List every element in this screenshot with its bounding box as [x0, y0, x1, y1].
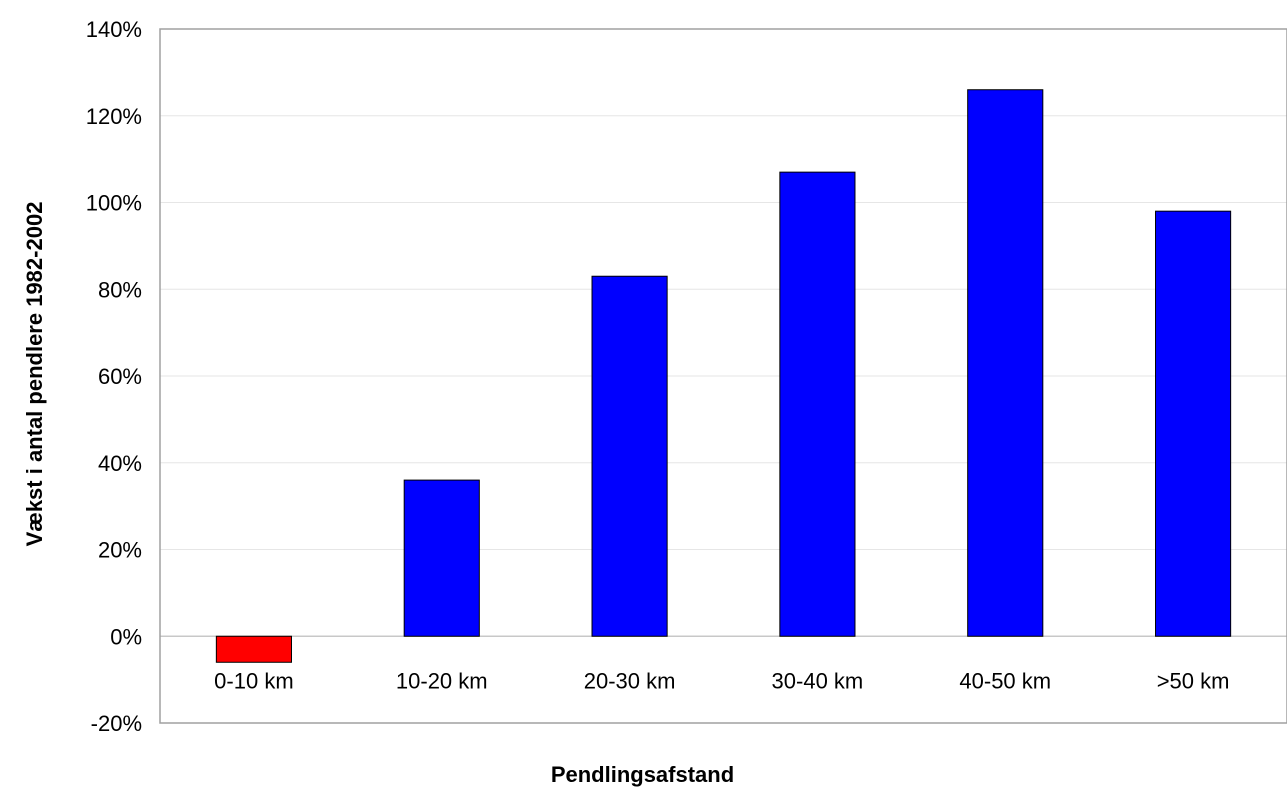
- y-tick-label: 40%: [98, 451, 142, 476]
- x-category-label: 40-50 km: [959, 668, 1051, 693]
- y-tick-label: 80%: [98, 277, 142, 302]
- bar: [215, 635, 292, 663]
- bar: [403, 479, 480, 637]
- bar: [779, 171, 856, 637]
- bars: [215, 89, 1232, 663]
- bar: [1155, 210, 1232, 637]
- y-tick-label: 0%: [110, 624, 142, 649]
- bar: [967, 89, 1044, 637]
- y-axis-ticks: -20% 0% 20% 40% 60% 80% 100% 120% 140%: [86, 17, 142, 736]
- y-tick-label: 60%: [98, 364, 142, 389]
- x-axis-title: Pendlingsafstand: [551, 762, 734, 787]
- x-category-label: >50 km: [1157, 668, 1230, 693]
- gridlines: [160, 115, 1287, 637]
- x-category-label: 20-30 km: [584, 668, 676, 693]
- y-tick-label: 100%: [86, 191, 142, 216]
- x-category-label: 10-20 km: [396, 668, 488, 693]
- y-axis-title: Vækst i antal pendlere 1982-2002: [22, 202, 47, 547]
- x-axis-labels: 0-10 km 10-20 km 20-30 km 30-40 km 40-50 km >…: [214, 668, 1229, 693]
- y-tick-label: 120%: [86, 104, 142, 129]
- bar: [591, 275, 668, 637]
- x-category-label: 30-40 km: [772, 668, 864, 693]
- plot-area-border: [159, 28, 1287, 724]
- x-category-label: 0-10 km: [214, 668, 293, 693]
- y-tick-label: -20%: [91, 711, 142, 736]
- y-tick-label: 20%: [98, 538, 142, 563]
- y-tick-label: 140%: [86, 17, 142, 42]
